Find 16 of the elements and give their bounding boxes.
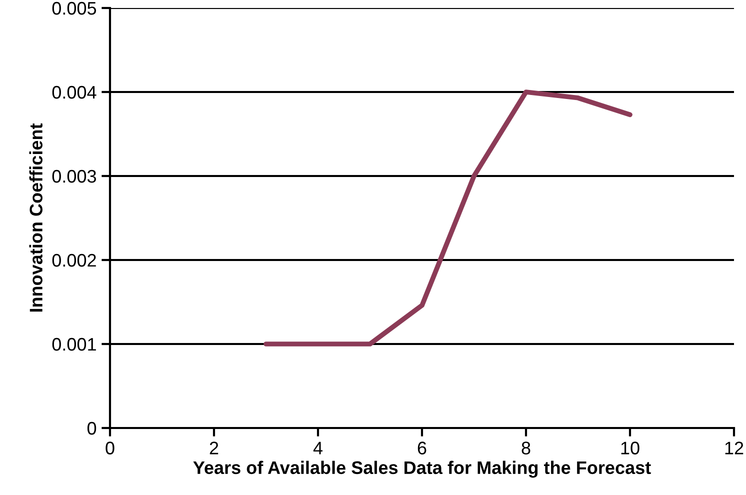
- y-axis-title: Innovation Coefficient: [29, 123, 43, 312]
- y-tick-label: 0.002: [52, 254, 96, 267]
- x-axis-title: Years of Available Sales Data for Making the Forecast: [193, 460, 651, 478]
- y-tick-label: 0.003: [52, 170, 96, 183]
- y-tick-label: 0.001: [52, 338, 96, 351]
- x-tick-label: 6: [418, 442, 426, 454]
- x-tick-label: 8: [522, 442, 530, 454]
- line-series: [264, 90, 632, 346]
- y-tick-label: 0.004: [52, 86, 96, 99]
- y-tick-label: 0.005: [52, 2, 96, 15]
- x-tick-label: 2: [210, 442, 218, 454]
- y-tick-label: 0: [87, 422, 96, 435]
- x-tick-label: 4: [313, 442, 322, 454]
- x-tick-label: 12: [725, 442, 744, 454]
- x-tick-label: 0: [106, 442, 114, 454]
- x-tick-label: 10: [621, 442, 640, 454]
